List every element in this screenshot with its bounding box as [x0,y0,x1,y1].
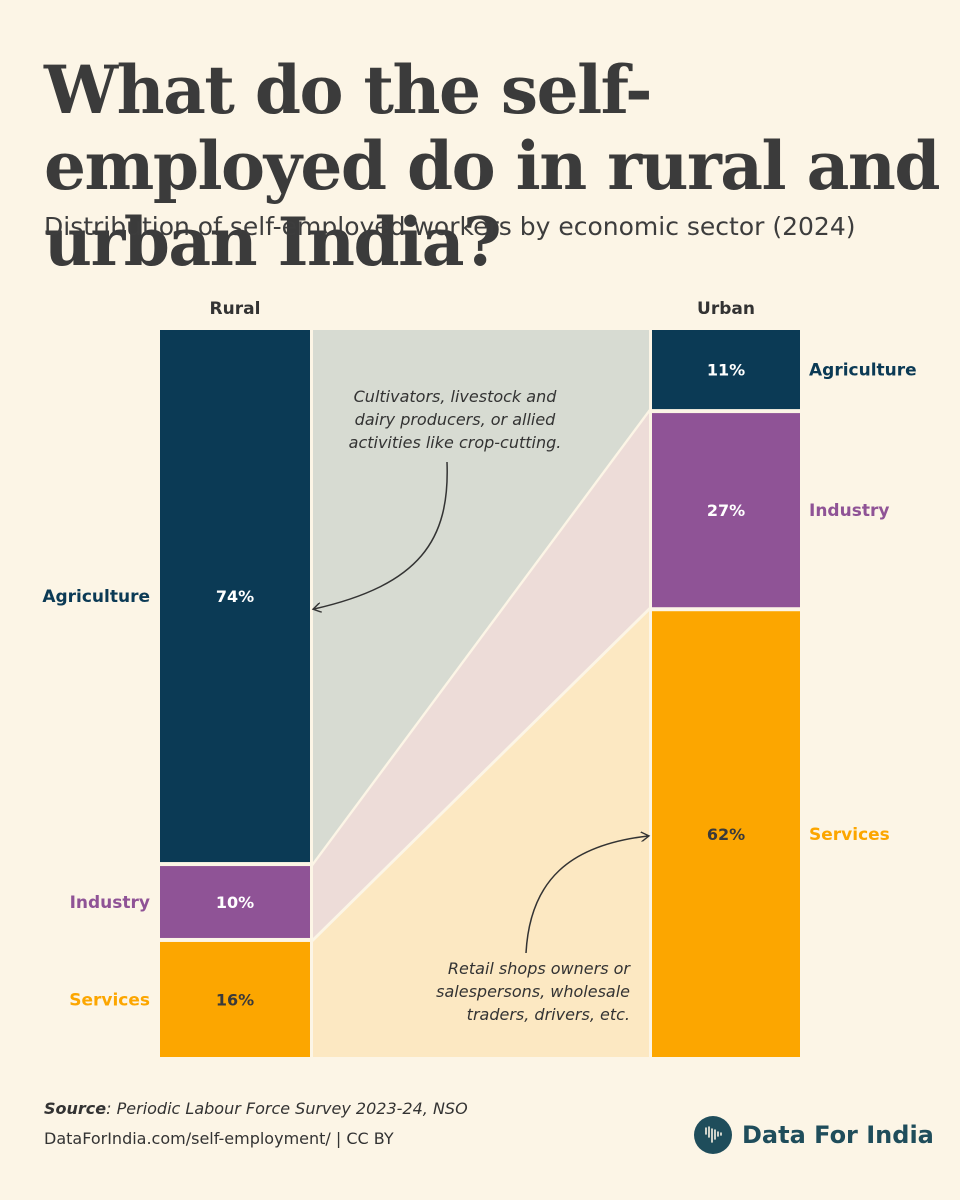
bar-urban-agriculture [652,330,800,410]
value-label-rural-services: 16% [216,990,254,1009]
value-label-urban-industry: 27% [707,501,745,520]
bar-rural-industry [160,866,310,938]
column-header-rural: Rural [210,299,261,319]
sector-label-urban-agriculture: Agriculture [809,361,917,381]
flow-agriculture [313,330,649,863]
annotation-arrow-services [525,836,648,954]
brand[interactable]: Data For India [694,1116,934,1154]
source-text: : Periodic Labour Force Survey 2023-24, … [106,1099,468,1118]
flow-services [313,611,649,1057]
page-title: What do the self-employed do in rural an… [44,51,940,281]
annotation-2-line-2: salespersons, wholesale [436,982,630,1001]
annotation-arrow-agriculture [314,461,448,609]
stacked-bars [160,330,800,1057]
sector-label-rural-agriculture: Agriculture [42,587,150,607]
chart-labels: 74% Agriculture 10% Industry 16% Services Rura… [42,299,916,1024]
source-label: Source [44,1099,107,1118]
sector-label-urban-industry: Industry [809,501,889,521]
value-label-urban-agriculture: 11% [707,361,745,380]
sector-label-rural-industry: Industry [70,893,150,913]
bar-urban-services [652,611,800,1057]
footer-link[interactable]: DataForIndia.com/self-employment/ | CC B… [44,1129,394,1148]
annotation-2-line-1: Retail shops owners or [448,959,632,978]
annotation-1-line-1: Cultivators, livestock and [354,387,558,406]
page-subtitle: Distribution of self-employed workers by… [44,212,856,241]
column-header-urban: Urban [697,299,755,319]
bar-urban-industry [652,413,800,608]
flow-industry [313,413,649,938]
annotation-2-line-3: traders, drivers, etc. [467,1005,630,1024]
value-label-urban-services: 62% [707,825,745,844]
value-label-rural-agriculture: 74% [216,587,254,606]
flow-bands [313,330,649,1057]
bar-rural-services [160,941,310,1057]
annotation-1-line-2: dairy producers, or allied [355,410,557,429]
brand-name: Data For India [742,1121,934,1149]
bar-rural-agriculture [160,330,310,863]
sector-label-urban-services: Services [809,825,890,845]
annotation-1-line-3: activities like crop-cutting. [349,433,562,452]
india-map-logo-icon [694,1116,732,1154]
value-label-rural-industry: 10% [216,893,254,912]
sector-label-rural-services: Services [69,990,150,1010]
source-note: Source: Periodic Labour Force Survey 202… [44,1099,468,1118]
